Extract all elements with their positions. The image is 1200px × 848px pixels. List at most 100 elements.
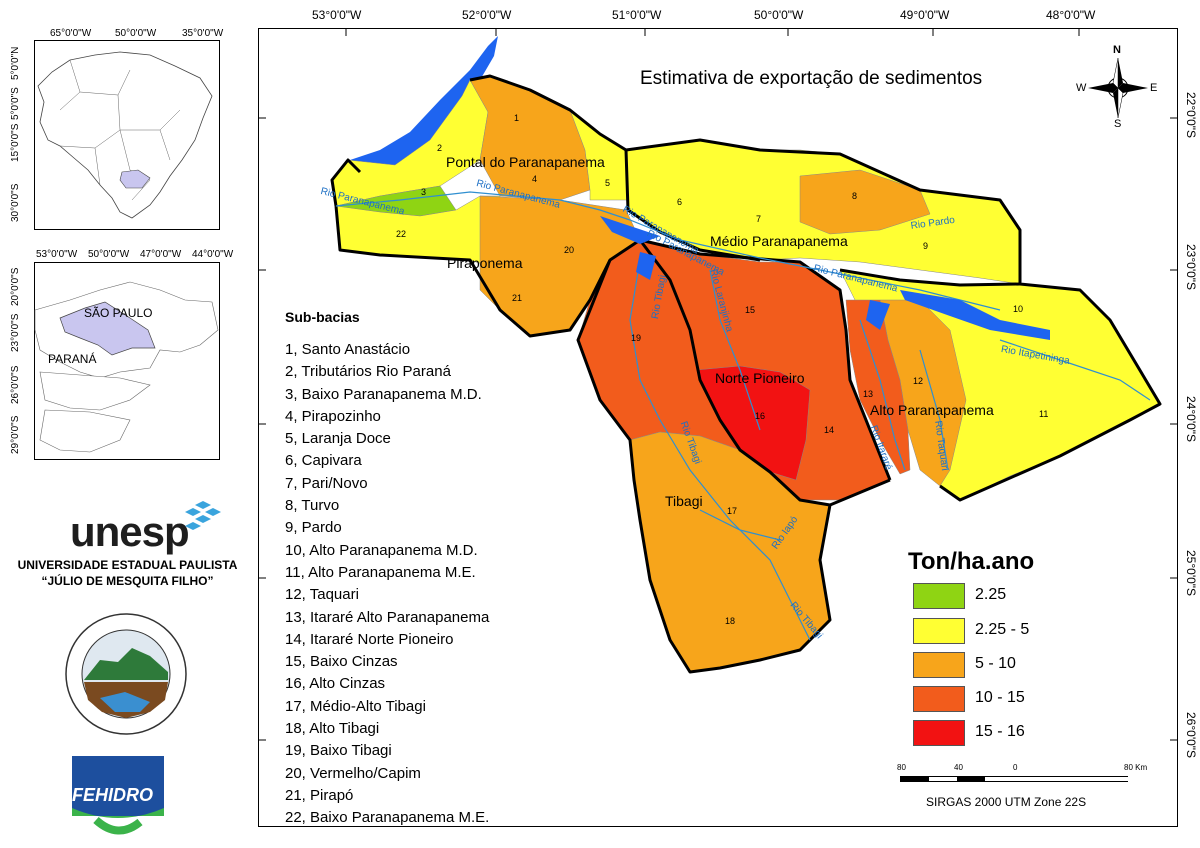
legend-swatch-5: [913, 720, 965, 746]
region-label-alto: Alto Paranapanema: [870, 402, 994, 418]
scale-bar: [900, 776, 1129, 782]
fehidro-logo-text: FEHIDRO: [72, 785, 153, 805]
subbasin-item: 3, Baixo Paranapanema M.D.: [285, 385, 482, 403]
subbasin-item: 15, Baixo Cinzas: [285, 653, 398, 671]
lon-tick-53: 53°0'0"W: [312, 8, 362, 22]
legend-swatch-3: [913, 652, 965, 678]
subbasin-item: 4, Pirapozinho: [285, 407, 381, 425]
basin-number-18: 18: [725, 616, 736, 626]
basin-number-11: 11: [1039, 409, 1049, 419]
subbasin-item: 21, Pirapó: [285, 786, 354, 804]
subbasin-item: 9, Pardo: [285, 519, 342, 537]
label-sao-paulo: SÃO PAULO: [84, 306, 153, 320]
compass-w: W: [1076, 82, 1087, 94]
legend-label-5: 15 - 16: [975, 723, 1025, 740]
subbasin-13: [845, 299, 911, 475]
unesp-name-line1: UNIVERSIDADE ESTADUAL PAULISTA: [17, 558, 238, 572]
basin-number-3: 3: [421, 187, 427, 197]
brazil-lon-tick-2: 50°0'0"W: [115, 28, 157, 39]
basin-number-20: 20: [564, 245, 575, 255]
crs-label: SIRGAS 2000 UTM Zone 22S: [926, 795, 1087, 809]
basin-number-8: 8: [852, 191, 858, 201]
basin-number-14: 14: [824, 425, 835, 435]
basin-number-7: 7: [756, 214, 762, 224]
basin-number-16: 16: [755, 411, 766, 421]
basin-number-22: 22: [396, 229, 407, 239]
basin-number-10: 10: [1013, 304, 1024, 314]
basin-number-1: 1: [514, 113, 520, 123]
lon-tick-49: 49°0'0"W: [900, 8, 950, 22]
subbasin-item: 1, Santo Anastácio: [285, 341, 411, 358]
basin-number-19: 19: [631, 333, 642, 343]
lon-tick-48: 48°0'0"W: [1046, 8, 1096, 22]
compass-e: E: [1150, 82, 1158, 94]
scale-label-80-right: 80 Km: [1124, 763, 1148, 772]
legend-swatch-2: [913, 618, 965, 644]
brazil-lon-tick-3: 35°0'0"W: [182, 28, 224, 39]
states-lon-tick-2: 50°0'0"W: [88, 249, 130, 260]
subbasins-list: 1, Santo Anastácio 2, Tributários Rio Pa…: [285, 339, 489, 830]
label-parana: PARANÁ: [48, 352, 97, 366]
legend-label-4: 10 - 15: [975, 689, 1025, 706]
subbasin-item: 6, Capivara: [285, 452, 362, 470]
subbasin-item: 17, Médio-Alto Tibagi: [285, 697, 426, 715]
subbasin-8: [799, 169, 931, 235]
basin-number-21: 21: [512, 293, 523, 303]
subbasin-item: 5, Laranja Doce: [285, 430, 391, 448]
subbasin-item: 18, Alto Tibagi: [285, 720, 380, 738]
basin-number-5: 5: [605, 178, 611, 188]
legend-label-2: 2.25 - 5: [975, 621, 1030, 638]
lon-tick-52: 52°0'0"W: [462, 8, 512, 22]
states-lon-tick-1: 53°0'0"W: [36, 249, 78, 260]
subbasin-item: 20, Vermelho/Capim: [285, 764, 421, 782]
legend-label-1: 2.25: [975, 586, 1007, 603]
unesp-logo-word: unesp: [70, 508, 190, 555]
basin-number-15: 15: [745, 305, 756, 315]
states-lon-tick-3: 47°0'0"W: [140, 249, 182, 260]
basin-number-13: 13: [863, 389, 874, 399]
basin-number-4: 4: [532, 174, 538, 184]
states-lon-tick-4: 44°0'0"W: [192, 249, 234, 260]
subbasin-item: 19, Baixo Tibagi: [285, 742, 392, 760]
compass-n: N: [1113, 44, 1121, 56]
basin-number-12: 12: [913, 376, 924, 386]
legend-label-3: 5 - 10: [975, 655, 1016, 672]
map-title: Estimativa de exportação de sedimentos: [640, 68, 983, 89]
region-label-pontal: Pontal do Paranapanema: [446, 154, 605, 170]
compass-s: S: [1114, 118, 1122, 130]
subbasins-title: Sub-bacias: [285, 309, 360, 325]
lon-tick-50: 50°0'0"W: [754, 8, 804, 22]
scale-label-0: 0: [1013, 763, 1018, 772]
scale-label-80-left: 80: [897, 763, 906, 772]
region-label-tibagi: Tibagi: [665, 493, 703, 509]
region-label-piraponema: Piraponema: [447, 255, 523, 271]
lon-tick-51: 51°0'0"W: [612, 8, 662, 22]
basin-number-2: 2: [437, 143, 443, 153]
subbasin-item: 2, Tributários Rio Paraná: [285, 363, 451, 381]
subbasin-item: 14, Itararé Norte Pioneiro: [285, 630, 454, 648]
legend-title: Ton/ha.ano: [908, 548, 1035, 575]
subbasin-item: 13, Itararé Alto Paranapanema: [285, 608, 490, 626]
region-label-norte-pioneiro: Norte Pioneiro: [715, 370, 805, 386]
unesp-name-line2: “JÚLIO DE MESQUITA FILHO”: [41, 574, 214, 588]
subbasin-item: 7, Pari/Novo: [285, 474, 368, 492]
scale-label-40: 40: [954, 763, 963, 772]
subbasin-item: 10, Alto Paranapanema M.D.: [285, 541, 478, 559]
subbasin-item: 12, Taquari: [285, 586, 359, 604]
subbasin-item: 11, Alto Paranapanema M.E.: [285, 563, 476, 581]
subbasin-item: 22, Baixo Paranapanema M.E.: [285, 809, 490, 827]
subbasin-item: 8, Turvo: [285, 497, 340, 515]
basin-number-17: 17: [727, 506, 738, 516]
basin-number-9: 9: [923, 241, 929, 251]
brazil-lon-tick-1: 65°0'0"W: [50, 28, 92, 39]
basin-number-6: 6: [677, 197, 683, 207]
legend-swatch-1: [913, 583, 965, 609]
